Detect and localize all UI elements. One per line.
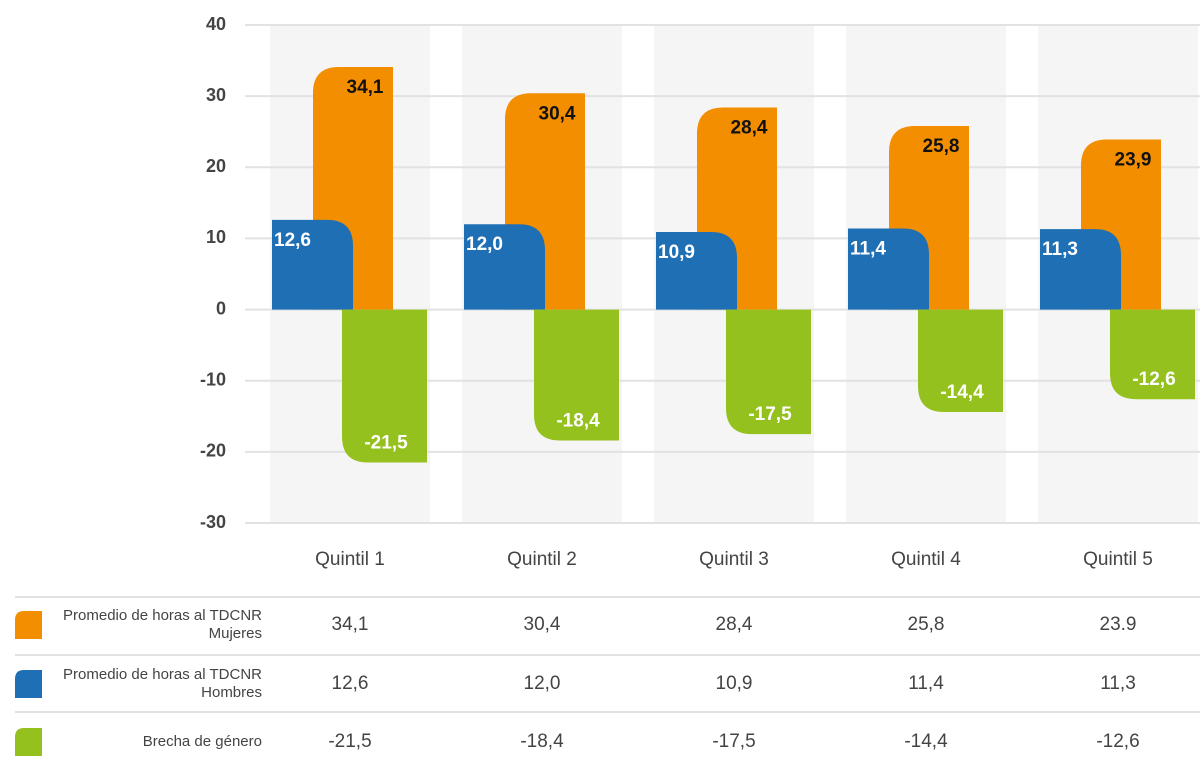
data-label: -14,4 <box>940 382 984 403</box>
y-tick-label: -30 <box>200 512 226 532</box>
bar <box>848 228 929 310</box>
bar <box>656 232 737 310</box>
x-tick-label: Quintil 1 <box>315 549 385 570</box>
data-label: 11,3 <box>1042 239 1078 260</box>
table-cell: -12,6 <box>1096 731 1140 752</box>
bar <box>464 224 545 310</box>
legend-swatch <box>15 728 42 756</box>
table-cell: 34,1 <box>331 614 369 635</box>
table-cell: 11,3 <box>1100 673 1136 694</box>
table-cell: 11,4 <box>908 673 944 694</box>
bar <box>272 219 353 310</box>
x-tick-label: Quintil 2 <box>507 549 577 570</box>
table-cell: 12,6 <box>331 673 369 694</box>
bar <box>918 309 1003 413</box>
bar <box>342 309 427 463</box>
table-cell: 28,4 <box>715 614 753 635</box>
legend-label: Promedio de horas al TDCNR Mujeres <box>63 607 262 642</box>
data-label: -17,5 <box>748 404 792 425</box>
y-tick-label: 30 <box>206 85 226 105</box>
data-label: -12,6 <box>1132 369 1175 390</box>
y-tick-label: 40 <box>206 14 226 34</box>
y-tick-label: 10 <box>206 227 226 247</box>
data-label: 12,6 <box>274 230 311 251</box>
table-cell: -21,5 <box>328 731 372 752</box>
table-cell: -14,4 <box>904 731 948 752</box>
legend-label: Promedio de horas al TDCNR Hombres <box>63 666 262 701</box>
data-label: 11,4 <box>850 238 886 259</box>
data-label: 10,9 <box>658 242 695 263</box>
table-cell: 12,0 <box>523 673 561 694</box>
legend-swatch <box>15 670 42 698</box>
data-label: 23,9 <box>1115 150 1152 171</box>
x-tick-label: Quintil 3 <box>699 549 769 570</box>
table-cell: 25,8 <box>907 614 945 635</box>
legend-swatch <box>15 611 42 639</box>
x-tick-label: Quintil 5 <box>1083 549 1153 570</box>
bar <box>1110 309 1195 400</box>
data-label: -21,5 <box>364 433 408 454</box>
data-label: 34,1 <box>347 77 384 98</box>
legend-label: Brecha de género <box>142 733 262 750</box>
y-tick-label: -10 <box>200 369 226 389</box>
table-cell: 30,4 <box>523 614 561 635</box>
data-label: 12,0 <box>466 234 503 255</box>
table-cell: -18,4 <box>520 731 564 752</box>
data-label: -18,4 <box>556 410 600 431</box>
table-cell: 23.9 <box>1099 614 1137 635</box>
y-tick-label: 20 <box>206 156 226 176</box>
bar <box>1040 229 1121 310</box>
data-label: 28,4 <box>731 118 768 139</box>
y-tick-label: 0 <box>216 298 226 318</box>
bar <box>726 309 811 435</box>
table-cell: 10,9 <box>715 673 753 694</box>
table-cell: -17,5 <box>712 731 756 752</box>
x-tick-label: Quintil 4 <box>891 549 961 570</box>
bar <box>534 309 619 441</box>
y-tick-label: -20 <box>200 441 226 461</box>
data-label: 25,8 <box>923 136 960 157</box>
data-label: 30,4 <box>539 103 576 124</box>
